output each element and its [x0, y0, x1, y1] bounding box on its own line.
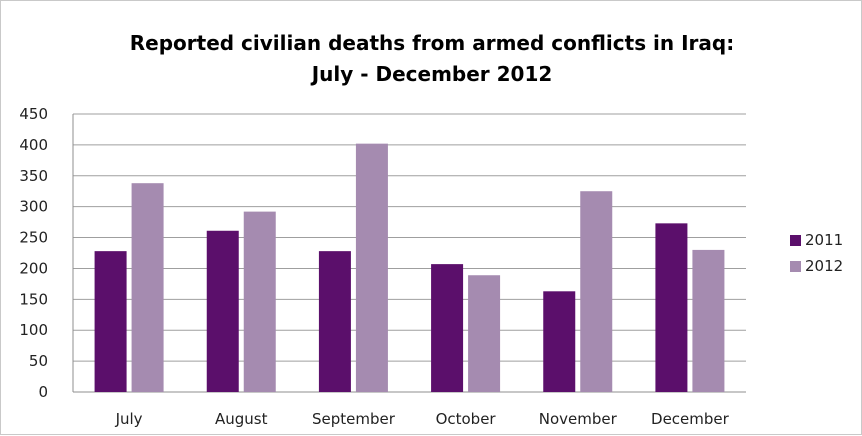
- y-axis: 0 50 100 150 200 250 300 350 400 450: [19, 105, 74, 401]
- x-tick-label: November: [539, 410, 618, 428]
- bar-2011-october: [431, 264, 464, 392]
- bar-2012-august: [243, 211, 276, 392]
- x-tick-label: July: [115, 410, 143, 428]
- y-tick-label: 300: [19, 198, 48, 216]
- y-tick-label: 0: [38, 383, 48, 401]
- y-tick-label: 450: [19, 105, 48, 123]
- x-axis: July August September October November Decemb…: [115, 410, 730, 428]
- legend-swatch-2012: [790, 261, 801, 272]
- chart-title: Reported civilian deaths from armed conf…: [130, 31, 734, 86]
- y-tick-label: 400: [19, 136, 48, 154]
- x-tick-label: December: [651, 410, 730, 428]
- bar-2012-december: [692, 249, 725, 392]
- chart-title-line-1: Reported civilian deaths from armed conf…: [130, 31, 734, 55]
- y-tick-label: 150: [19, 290, 48, 308]
- bar-2011-august: [206, 230, 239, 392]
- bar-2012-november: [580, 191, 613, 392]
- legend-label-2012: 2012: [805, 257, 843, 275]
- x-tick-label: August: [215, 410, 268, 428]
- y-tick-label: 250: [19, 229, 48, 247]
- y-tick-label: 50: [29, 352, 48, 370]
- x-tick-label: October: [436, 410, 497, 428]
- bars-layer: [94, 143, 725, 392]
- legend-swatch-2011: [790, 235, 801, 246]
- y-tick-label: 350: [19, 167, 48, 185]
- bar-2011-december: [655, 223, 688, 392]
- chart-title-line-2: July - December 2012: [310, 62, 553, 86]
- x-tick-label: September: [312, 410, 396, 428]
- grid-layer: [73, 113, 746, 393]
- bar-2012-july: [131, 183, 164, 392]
- bar-2012-october: [468, 275, 501, 392]
- legend-label-2011: 2011: [805, 231, 843, 249]
- legend: 2011 2012: [790, 231, 843, 275]
- bar-2011-september: [318, 251, 351, 392]
- y-tick-label: 100: [19, 321, 48, 339]
- bar-2011-november: [543, 291, 576, 392]
- bar-2012-september: [355, 143, 388, 392]
- bar-2011-july: [94, 251, 127, 392]
- y-tick-label: 200: [19, 259, 48, 277]
